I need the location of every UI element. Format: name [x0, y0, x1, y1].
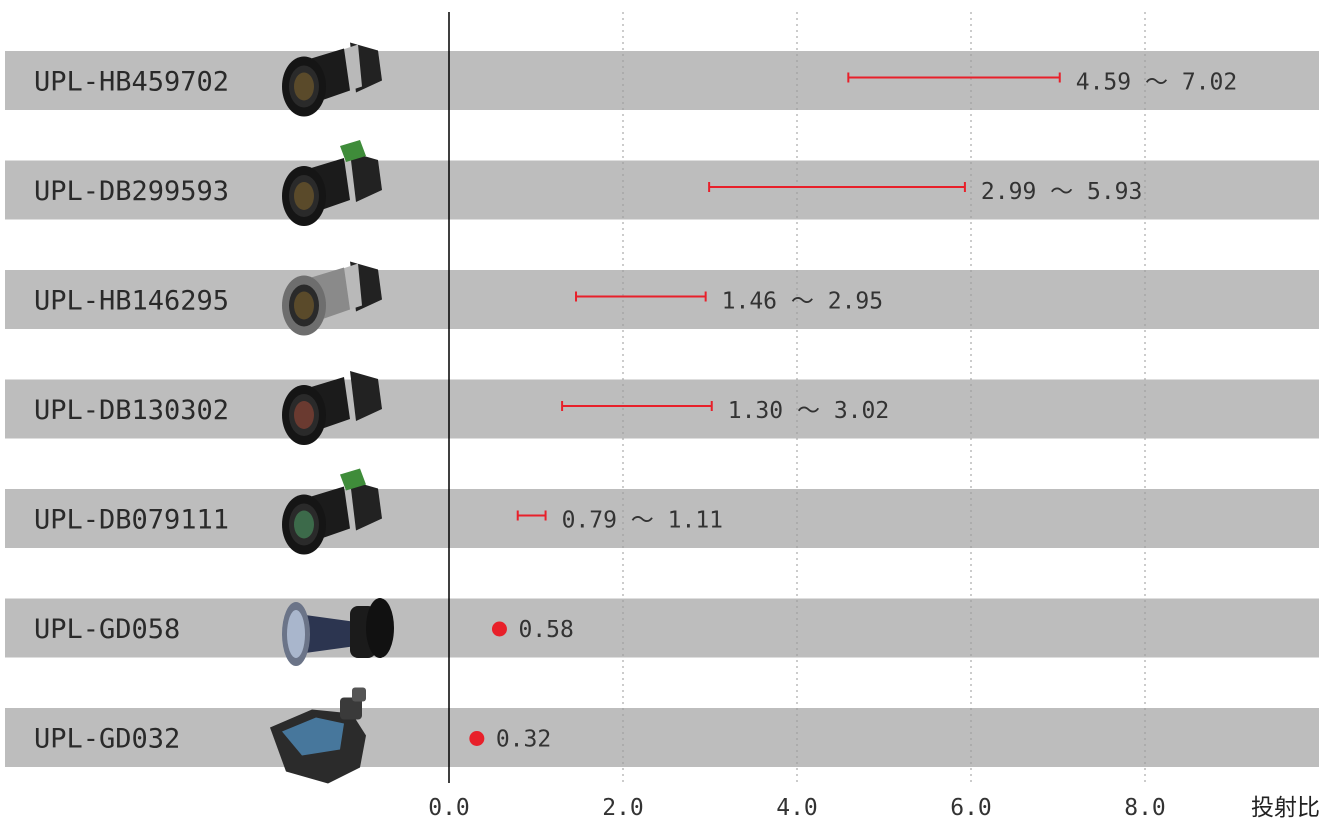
range-value-label: 1.46 ～ 2.95: [722, 289, 883, 315]
lens-icons: [270, 42, 394, 784]
range-value-label: 0.58: [518, 617, 573, 643]
x-tick-label: 2.0: [602, 795, 644, 821]
row-band: [5, 379, 1319, 439]
range-value-label: 1.30 ～ 3.02: [728, 398, 889, 424]
model-label: UPL-DB079111: [34, 505, 229, 536]
lens-ultra-short-throw-icon: [270, 687, 366, 784]
row-band: [5, 489, 1319, 548]
row-band: [5, 598, 1319, 658]
range-value-label: 2.99 ～ 5.93: [981, 179, 1142, 205]
x-tick-labels: 0.0 2.0 4.0 6.0 8.0: [428, 795, 1166, 821]
point-mark: [491, 621, 507, 637]
row-band: [5, 270, 1319, 329]
x-axis-label: 投射比: [1251, 795, 1320, 821]
range-value-label: 4.59 ～ 7.02: [1076, 70, 1237, 96]
model-label: UPL-DB299593: [34, 176, 229, 207]
lens-standard-icon: [282, 371, 382, 445]
model-label: UPL-GD032: [34, 724, 180, 755]
row-bands: [5, 51, 1319, 767]
x-tick-label: 4.0: [776, 795, 818, 821]
row-band: [5, 708, 1319, 767]
x-tick-label: 8.0: [1124, 795, 1166, 821]
model-label: UPL-DB130302: [34, 395, 229, 426]
range-marks: 4.59 ～ 7.02 2.99 ～ 5.93 1.46 ～ 2.95 1.30 ～ …: [469, 70, 1237, 753]
model-label: UPL-HB459702: [34, 67, 229, 98]
lens-zoom-icon: [282, 140, 382, 226]
lens-zoom-long-icon: [282, 42, 382, 117]
lens-fisheye-icon: [282, 598, 394, 666]
row-band: [5, 51, 1319, 110]
lens-zoom-gray-icon: [282, 261, 382, 336]
range-value-label: 0.32: [496, 727, 551, 753]
range-value-label: 0.79 ～ 1.11: [562, 508, 723, 534]
x-tick-label: 0.0: [428, 795, 470, 821]
row-band: [5, 160, 1319, 220]
grid-lines: [622, 12, 1146, 783]
point-mark: [469, 731, 485, 746]
model-label: UPL-HB146295: [34, 286, 229, 317]
model-label: UPL-GD058: [34, 614, 180, 645]
lens-wide-icon: [282, 468, 382, 555]
x-tick-label: 6.0: [950, 795, 992, 821]
model-labels: UPL-HB459702 UPL-DB299593 UPL-HB146295 UPL-…: [34, 67, 229, 755]
